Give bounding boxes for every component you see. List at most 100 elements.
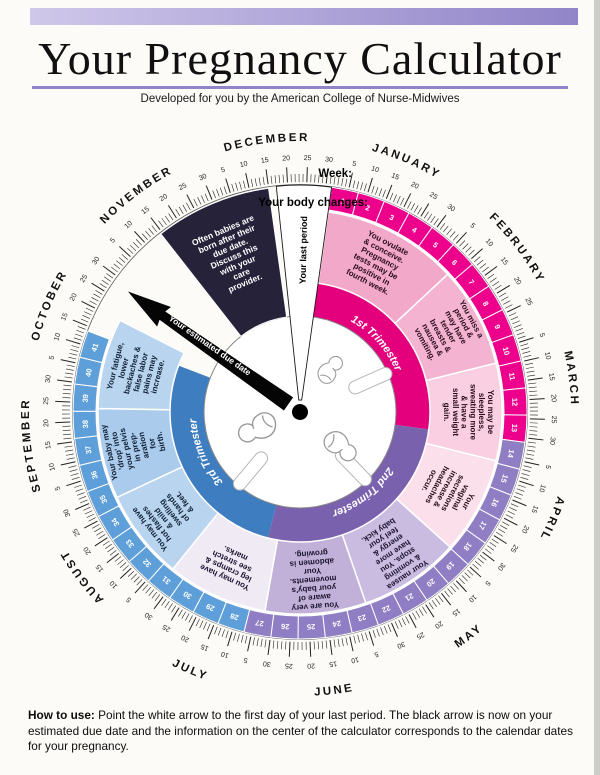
day-tick bbox=[106, 553, 119, 564]
day-tick bbox=[65, 453, 74, 456]
day-tick bbox=[195, 618, 200, 627]
day-tick bbox=[82, 315, 90, 319]
day-tick bbox=[103, 276, 111, 282]
day-tick bbox=[70, 349, 79, 352]
day-tick bbox=[216, 189, 220, 197]
day-tick bbox=[525, 362, 533, 366]
day-tick bbox=[84, 510, 93, 515]
body-changes-label: Your body changes: bbox=[258, 197, 368, 209]
day-tick bbox=[420, 203, 430, 217]
day-tick bbox=[185, 613, 190, 621]
day-tick bbox=[276, 640, 279, 649]
month-label-path: OCTOBER bbox=[30, 268, 68, 342]
day-tick bbox=[501, 296, 509, 301]
day-number: 20 bbox=[83, 545, 93, 555]
day-tick bbox=[186, 202, 191, 211]
day-tick bbox=[505, 514, 514, 519]
day-tick bbox=[444, 590, 450, 598]
day-tick bbox=[99, 283, 107, 289]
day-tick bbox=[479, 554, 487, 561]
day-tick bbox=[325, 168, 329, 184]
day-tick bbox=[505, 304, 513, 309]
day-tick bbox=[63, 437, 72, 440]
day-tick bbox=[489, 277, 497, 283]
day-tick bbox=[521, 347, 530, 351]
day-tick bbox=[513, 496, 522, 500]
day-tick bbox=[154, 594, 161, 601]
day-tick bbox=[204, 193, 209, 202]
day-tick bbox=[148, 589, 155, 596]
day-number: 20 bbox=[282, 155, 290, 162]
day-tick bbox=[65, 339, 81, 345]
day-tick bbox=[60, 359, 76, 364]
day-tick bbox=[317, 641, 319, 650]
day-tick bbox=[267, 639, 271, 655]
how-to-use: How to use: Point the white arrow to the… bbox=[28, 708, 578, 755]
day-tick bbox=[491, 538, 499, 544]
day-tick bbox=[394, 621, 399, 629]
day-tick bbox=[496, 284, 511, 294]
day-tick bbox=[439, 223, 446, 230]
day-tick bbox=[158, 220, 164, 228]
day-tick bbox=[516, 488, 525, 492]
week-number: 41 bbox=[89, 342, 100, 353]
center-pivot bbox=[292, 404, 308, 420]
segment-line: sweating more bbox=[468, 384, 477, 441]
day-tick bbox=[272, 640, 275, 649]
connector-tab bbox=[348, 366, 393, 395]
day-tick bbox=[464, 572, 471, 579]
day-tick bbox=[525, 366, 534, 369]
day-tick bbox=[203, 622, 207, 630]
day-tick bbox=[510, 503, 519, 508]
day-tick bbox=[428, 602, 434, 610]
day-tick bbox=[365, 632, 368, 641]
trimester-band bbox=[313, 283, 431, 430]
day-number: 5 bbox=[243, 656, 248, 664]
day-number: 30 bbox=[63, 508, 73, 518]
month-label-path: APRIL bbox=[537, 495, 564, 543]
day-tick bbox=[498, 292, 507, 298]
day-tick bbox=[197, 197, 202, 205]
day-tick bbox=[66, 457, 75, 460]
day-tick bbox=[400, 197, 405, 206]
day-tick bbox=[118, 257, 126, 263]
day-tick bbox=[244, 635, 248, 644]
day-tick bbox=[151, 225, 158, 233]
day-tick bbox=[526, 449, 535, 452]
day-tick bbox=[527, 445, 536, 448]
day-tick bbox=[101, 279, 109, 285]
day-tick bbox=[168, 213, 174, 221]
day-number: 10 bbox=[484, 238, 494, 249]
day-number: 20 bbox=[520, 524, 530, 534]
day-number: 25 bbox=[304, 155, 312, 162]
day-tick bbox=[526, 370, 535, 373]
day-tick bbox=[430, 215, 436, 223]
day-number: 5 bbox=[220, 166, 226, 174]
day-tick bbox=[68, 465, 77, 468]
day-tick bbox=[482, 551, 495, 562]
day-tick bbox=[443, 225, 449, 233]
due-date-arrow-shape[interactable] bbox=[121, 282, 295, 414]
segment-line: abdomen is bbox=[289, 556, 335, 569]
day-number: 30 bbox=[198, 173, 208, 182]
month-label: AUGUST bbox=[58, 547, 106, 605]
day-tick bbox=[71, 477, 80, 480]
day-number: 5 bbox=[483, 579, 491, 587]
day-tick bbox=[371, 185, 375, 194]
day-tick bbox=[418, 608, 424, 616]
day-tick bbox=[468, 249, 475, 256]
day-tick bbox=[113, 263, 121, 270]
day-tick bbox=[487, 273, 495, 280]
day-number: 10 bbox=[537, 483, 546, 493]
day-tick bbox=[262, 176, 265, 185]
day-tick bbox=[133, 576, 140, 583]
month-label-path: MARCH bbox=[561, 350, 577, 407]
day-tick bbox=[135, 239, 142, 246]
day-tick bbox=[389, 192, 394, 201]
day-tick bbox=[526, 453, 535, 456]
day-tick bbox=[527, 377, 543, 381]
last-period-wedge[interactable] bbox=[275, 184, 333, 401]
day-tick bbox=[252, 637, 255, 646]
day-tick bbox=[396, 196, 401, 204]
fetus-illustration bbox=[317, 355, 343, 384]
